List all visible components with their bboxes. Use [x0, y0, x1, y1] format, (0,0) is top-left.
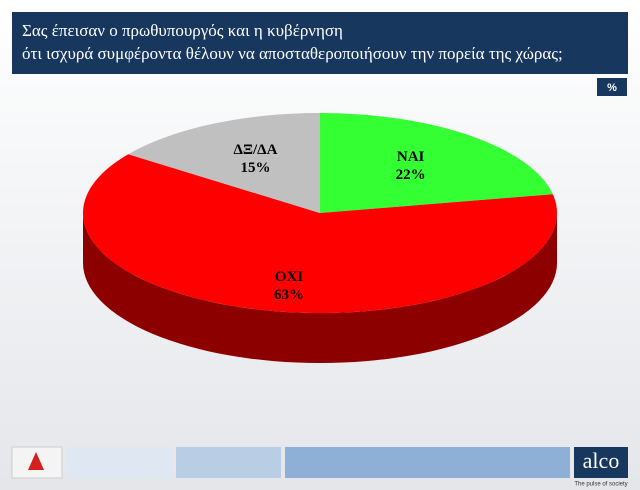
slice [128, 113, 320, 213]
logo-icon [28, 452, 44, 470]
slice-value-label: 22% [396, 167, 426, 183]
slice-value-label: 15% [240, 160, 270, 176]
chart-subtitle: ότι ισχυρά συμφέροντα θέλουν να αποσταθε… [22, 44, 563, 63]
slice-side [83, 213, 557, 363]
footer-band [285, 447, 570, 478]
pie: ΝΑΙ 22% ΟΧΙ 63% ΔΞ/ΔΑ 15% [82, 113, 558, 363]
slice-value-label: 63% [274, 287, 304, 303]
title-bar [12, 12, 628, 74]
tagline: The pulse of society [574, 482, 627, 488]
footer-band [66, 447, 172, 478]
chart-title: Σας έπεισαν ο πρωθυπουργός και η κυβέρνη… [22, 21, 343, 40]
brand-box [574, 447, 628, 478]
footer-band [176, 447, 281, 478]
unit-box [597, 78, 627, 96]
slice-label: ΔΞ/ΔΑ [233, 142, 277, 158]
slice [82, 154, 558, 314]
unit-label: % [607, 82, 617, 94]
slice [320, 113, 553, 213]
slice-label: ΝΑΙ [397, 149, 425, 165]
brand: alco [583, 448, 620, 473]
slice-label: ΟΧΙ [275, 269, 304, 285]
